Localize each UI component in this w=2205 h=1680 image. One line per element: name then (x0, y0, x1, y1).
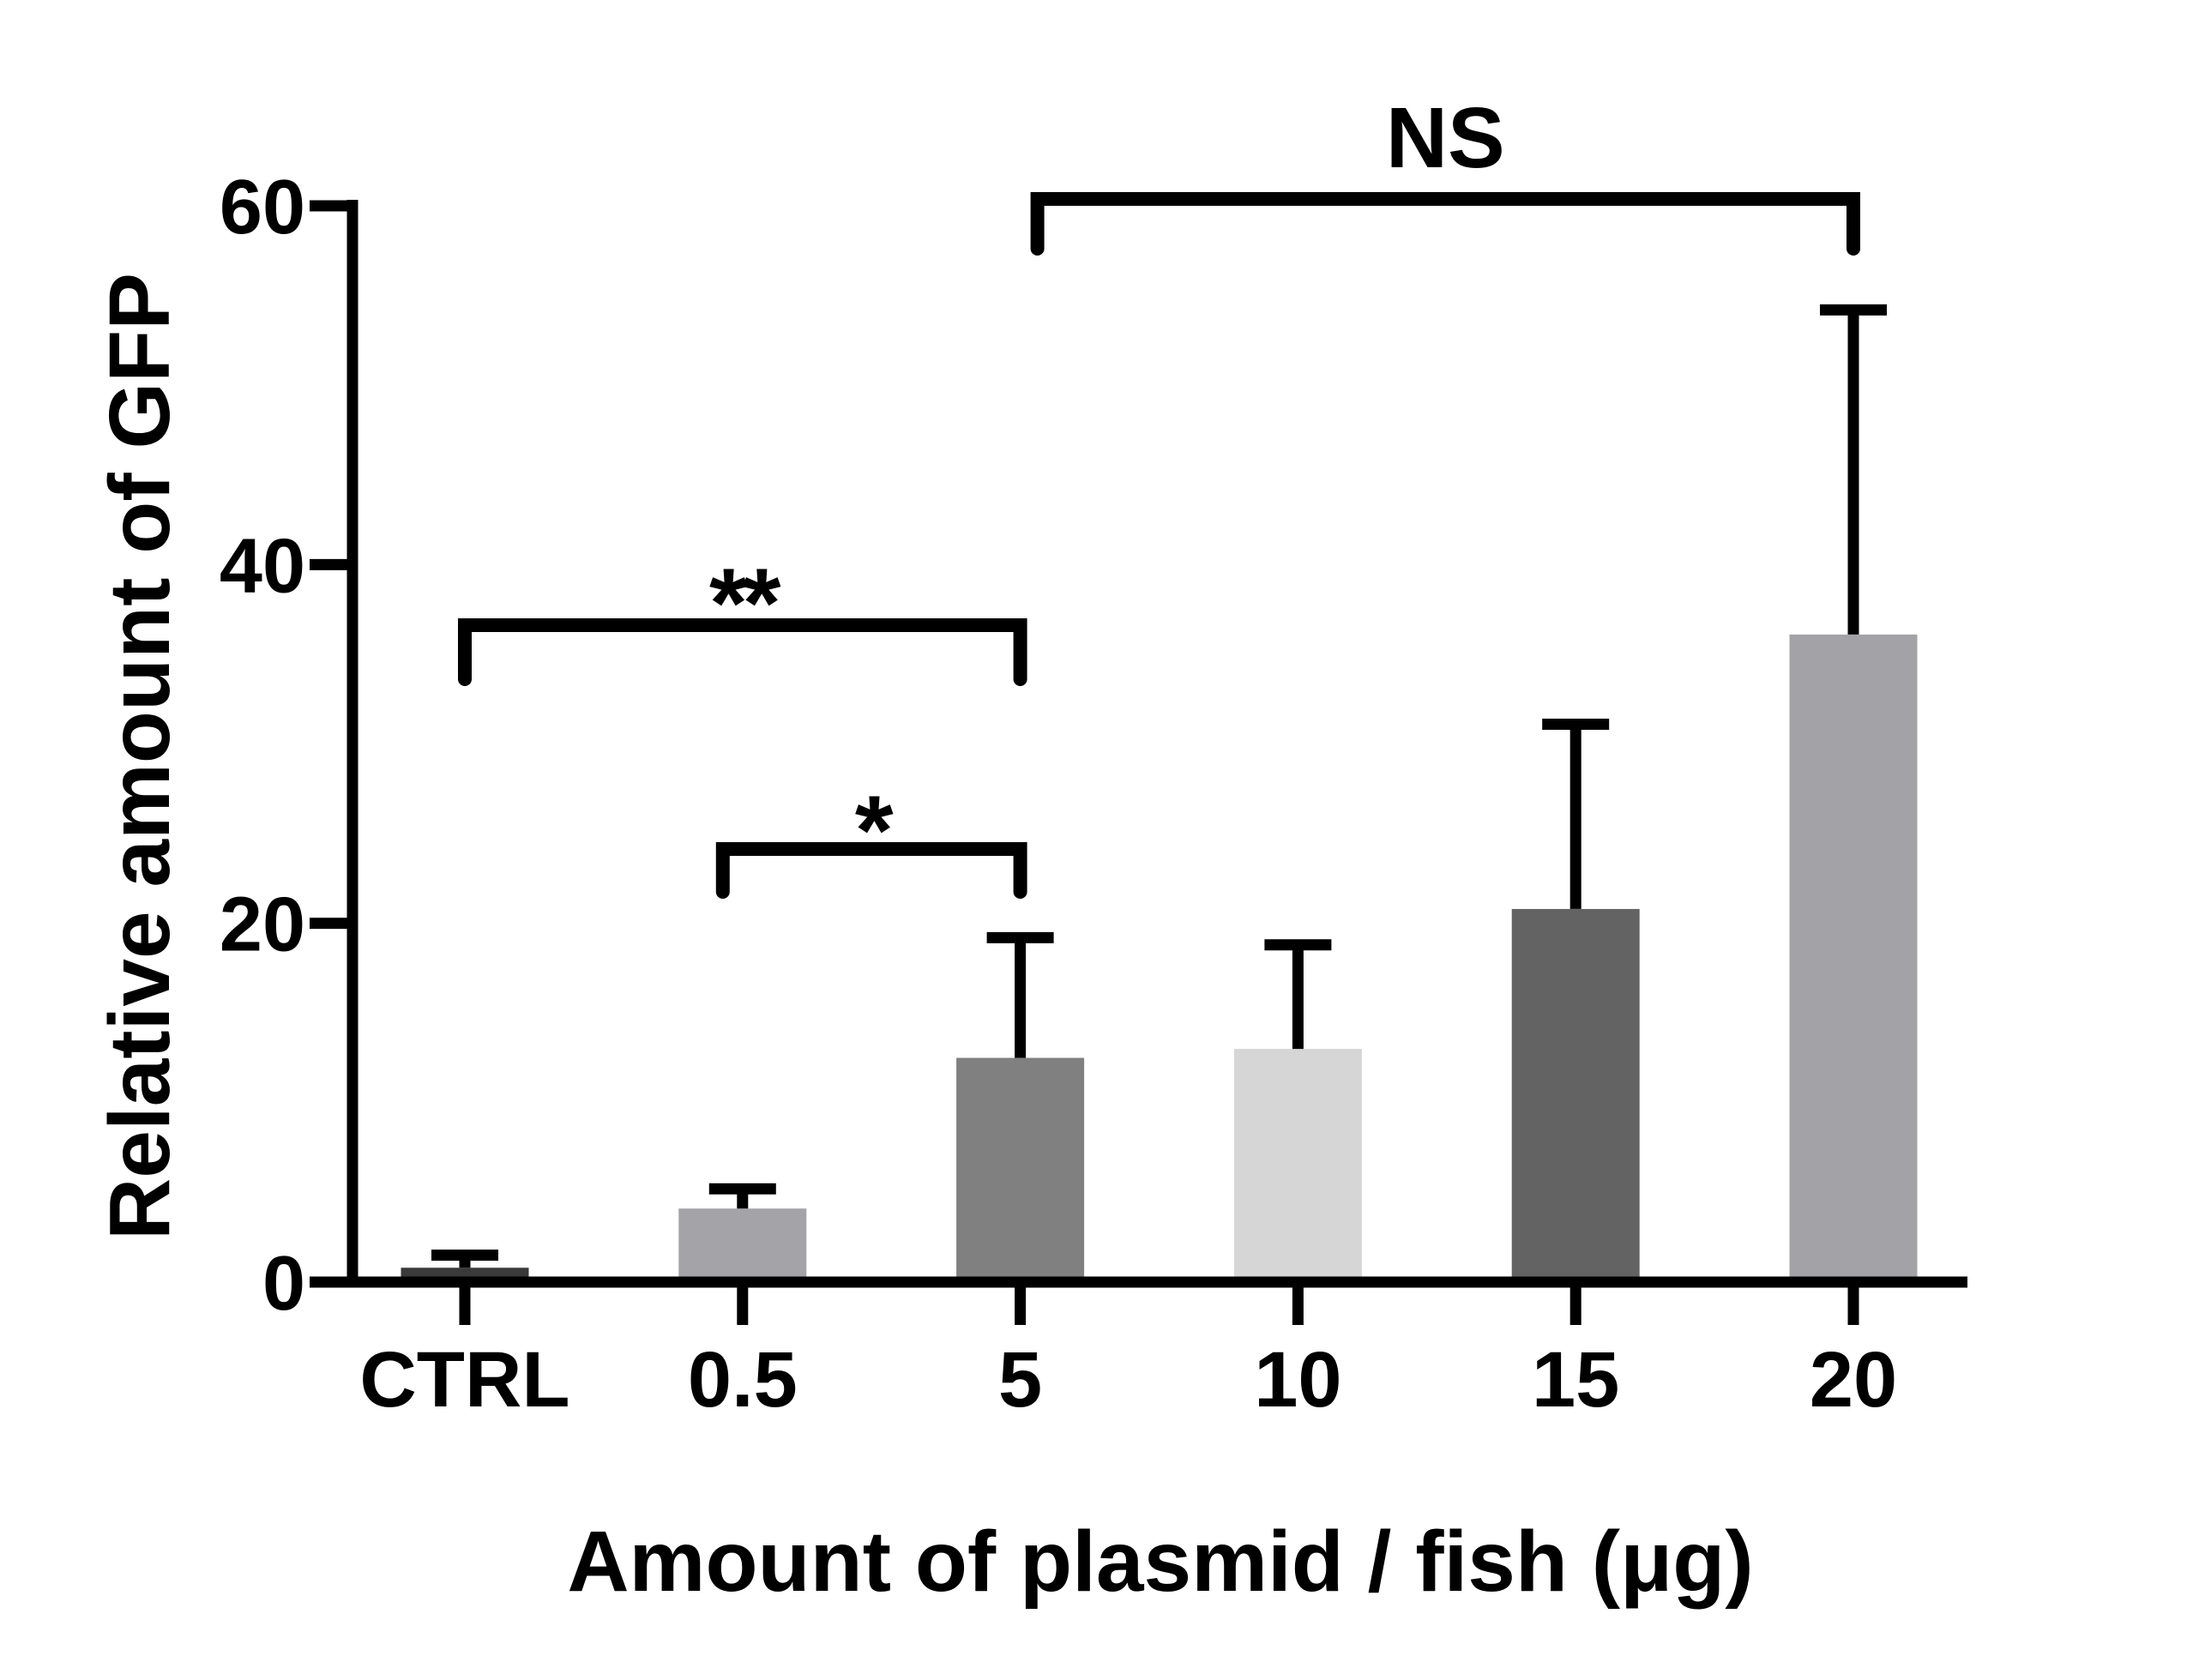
significance-bracket-0-5-vs-5 (715, 842, 1027, 899)
x-tick-label-10: 10 (1254, 1336, 1341, 1424)
axes (310, 200, 1967, 1288)
bar-15 (1511, 908, 1640, 1282)
y-tick-label-0: 0 (262, 1241, 305, 1327)
significance-label-ctrl-vs-5: ** (709, 549, 781, 659)
x-tick-label-0-5: 0.5 (688, 1336, 798, 1424)
error-bar-15 (1542, 718, 1610, 909)
x-tick-label-20: 20 (1810, 1336, 1897, 1424)
y-axis-title: Relative amount of GFP (92, 273, 188, 1240)
ticks-layer: CTRL 0.5 5 10 15 20 0 20 40 60 (220, 165, 1897, 1424)
x-tick-label-5: 5 (998, 1336, 1042, 1424)
significance-bracket-ctrl-vs-5 (458, 618, 1027, 686)
error-bar-0-5 (708, 1183, 776, 1209)
error-bar-20 (1820, 304, 1887, 635)
error-bar-5 (986, 931, 1054, 1058)
significance-label-0-5-vs-5: * (855, 776, 894, 886)
significance-layer: NS*** (458, 90, 1860, 899)
significance-label-5-vs-20: NS (1386, 90, 1505, 186)
bar-5 (956, 1057, 1085, 1282)
error-bar-ctrl (431, 1249, 498, 1268)
significance-bracket-5-vs-20 (1030, 192, 1860, 256)
y-tick-label-20: 20 (220, 882, 305, 968)
bars-layer (401, 634, 1918, 1282)
error-bar-10 (1264, 939, 1332, 1050)
bar-0-5 (678, 1208, 807, 1282)
bar-10 (1233, 1049, 1362, 1282)
x-axis-title: Amount of plasmid / fish (μg) (567, 1514, 1753, 1610)
y-tick-label-40: 40 (220, 523, 305, 609)
x-tick-label-15: 15 (1532, 1336, 1619, 1424)
bar-20 (1789, 634, 1918, 1282)
y-tick-label-60: 60 (220, 165, 305, 250)
error-bars-layer (431, 304, 1887, 1268)
x-tick-label-ctrl: CTRL (359, 1336, 569, 1424)
